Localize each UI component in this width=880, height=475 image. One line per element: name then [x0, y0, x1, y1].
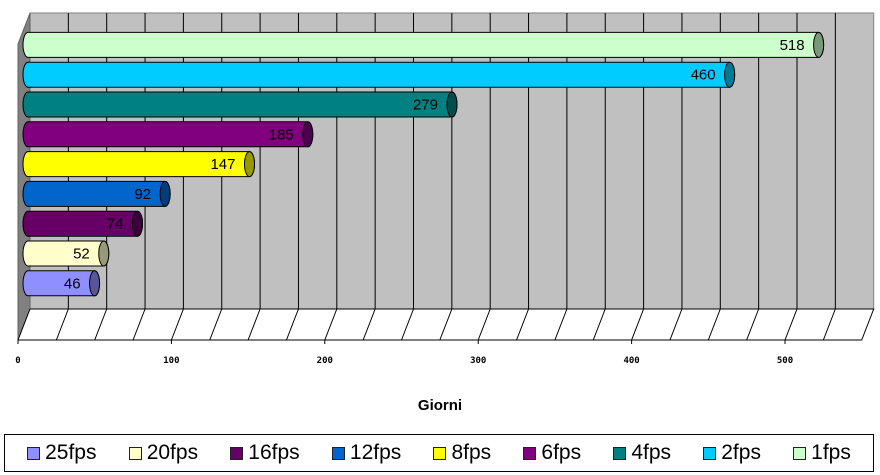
bar-body — [22, 210, 144, 237]
legend-swatch — [331, 446, 345, 460]
floor-gridline — [822, 308, 836, 341]
legend-swatch — [613, 446, 627, 460]
legend-item-20fps: 20fps — [128, 441, 199, 465]
floor-gridline — [477, 308, 491, 341]
floor-gridline — [707, 308, 721, 341]
legend-label: 20fps — [146, 441, 199, 464]
legend-label: 16fps — [248, 441, 300, 464]
bar-6fps — [22, 121, 314, 148]
floor-gridline — [170, 308, 184, 341]
bar-end-cap — [98, 240, 110, 267]
legend-swatch — [433, 446, 447, 460]
data-label: 518 — [780, 37, 805, 54]
x-tick-label: 100 — [163, 356, 179, 366]
bar-end-cap — [243, 151, 255, 178]
x-axis-title: Giorni — [418, 397, 462, 414]
legend-swatch — [523, 446, 537, 460]
floor-gridline — [669, 308, 683, 341]
legend-swatch — [128, 446, 142, 460]
bar-16fps — [22, 210, 144, 237]
floor-gridline — [247, 308, 261, 341]
legend: 25fps 20fps 16fps 12fps 8fps 6fps 4fps 2fps 1fps — [4, 434, 874, 472]
x-tick-label: 400 — [623, 356, 639, 366]
legend-item-4fps: 4fps — [613, 441, 671, 465]
bar-4fps — [22, 91, 458, 118]
floor-gridline — [285, 308, 299, 341]
legend-item-2fps: 2fps — [703, 441, 761, 465]
legend-label: 4fps — [631, 441, 672, 464]
floor-gridline — [592, 308, 606, 341]
floor-gridline — [439, 308, 453, 341]
legend-item-12fps: 12fps — [331, 441, 402, 465]
bar-end-cap — [159, 180, 171, 207]
bar-end-cap — [446, 91, 458, 118]
floor-gridline — [324, 308, 338, 341]
data-label: 185 — [269, 126, 294, 143]
bar-chart: 46 52 74 92 147 185 279 460 518 0 100 200 300 400 500… — [15, 12, 875, 414]
legend-swatch — [703, 446, 717, 460]
floor-gridline — [631, 308, 645, 341]
bar-end-cap — [132, 210, 144, 237]
bar-body — [22, 240, 110, 267]
data-label: 147 — [210, 156, 235, 173]
legend-item-25fps: 25fps — [27, 441, 96, 465]
data-label: 92 — [134, 186, 151, 203]
legend-item-16fps: 16fps — [230, 441, 300, 465]
legend-label: 2fps — [721, 441, 761, 464]
x-tick-label: 300 — [470, 356, 486, 366]
bar-2fps — [22, 61, 736, 88]
x-tick-label: 500 — [777, 356, 793, 366]
bar-20fps — [22, 240, 110, 267]
floor-gridline — [132, 308, 146, 341]
bar-12fps — [22, 180, 171, 207]
floor-gridline — [746, 308, 760, 341]
bar-body — [22, 31, 825, 58]
bar-end-cap — [302, 121, 314, 148]
legend-item-6fps: 6fps — [523, 441, 581, 465]
data-label: 74 — [107, 216, 124, 233]
floor-gridline — [784, 308, 798, 341]
x-axis-ticks: 0 100 200 300 400 500 — [15, 339, 862, 366]
legend-swatch — [230, 446, 244, 460]
legend-label: 12fps — [349, 441, 402, 464]
legend-swatch — [793, 446, 807, 460]
floor-gridline — [94, 308, 108, 341]
floor-gridline — [362, 308, 376, 341]
bar-end-cap — [89, 270, 101, 297]
bar-25fps — [22, 270, 101, 297]
floor-gridline — [209, 308, 223, 341]
x-tick-label: 0 — [15, 356, 20, 366]
bar-1fps — [22, 31, 825, 58]
floor-gridline — [516, 308, 530, 341]
floor-gridline — [401, 308, 414, 341]
bar-end-cap — [813, 31, 825, 58]
legend-label: 8fps — [451, 441, 492, 464]
bar-body — [22, 270, 101, 297]
legend-label: 25fps — [45, 441, 97, 464]
data-label: 46 — [64, 275, 81, 292]
x-tick-label: 200 — [317, 356, 333, 366]
legend-item-1fps: 1fps — [793, 441, 851, 465]
data-label: 460 — [691, 67, 716, 84]
data-label: 52 — [73, 246, 90, 263]
data-labels: 46 52 74 92 147 185 279 460 518 — [64, 37, 805, 292]
bar-body — [22, 91, 458, 118]
legend-label: 6fps — [541, 441, 582, 464]
bar-end-cap — [724, 61, 736, 88]
floor-gridline — [55, 308, 69, 341]
data-label: 279 — [413, 97, 438, 114]
legend-label: 1fps — [811, 441, 851, 464]
legend-swatch — [27, 446, 41, 460]
floor-gridline — [554, 308, 568, 341]
bar-8fps — [22, 151, 255, 178]
bar-body — [22, 61, 736, 88]
legend-item-8fps: 8fps — [433, 441, 491, 465]
bars — [22, 31, 825, 297]
